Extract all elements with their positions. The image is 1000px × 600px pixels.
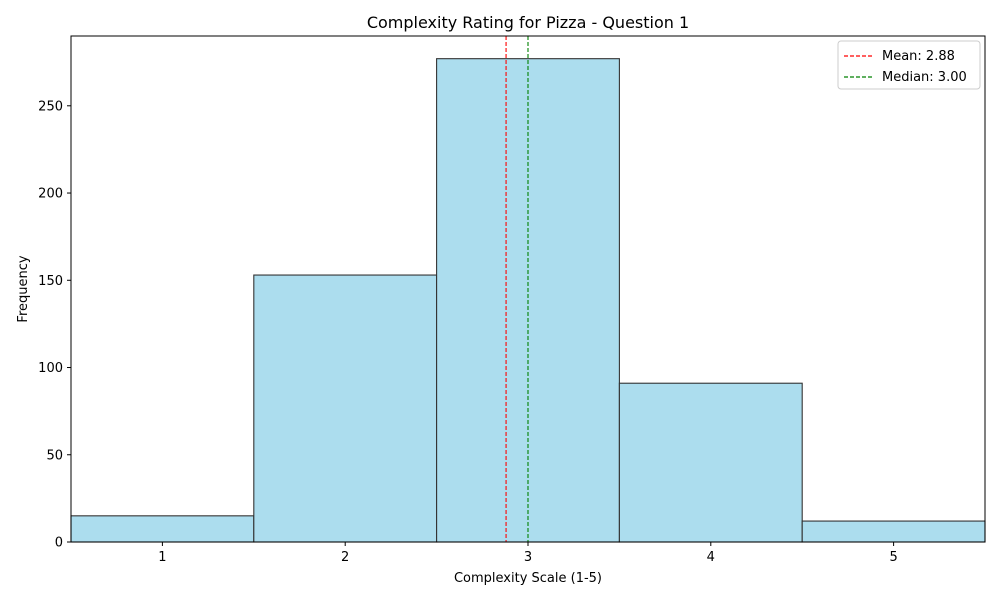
chart-title: Complexity Rating for Pizza - Question 1 xyxy=(367,13,689,32)
bar-4 xyxy=(618,382,803,543)
y-axis-label: Frequency xyxy=(16,255,31,322)
x-tick-label: 3 xyxy=(524,550,532,565)
reference-lines-layer xyxy=(505,36,529,542)
x-axis-ticks: 1 2 3 4 5 xyxy=(158,542,898,565)
bar-5 xyxy=(801,520,986,543)
x-tick-label: 1 xyxy=(158,550,166,565)
y-tick-label: 0 xyxy=(55,536,63,551)
y-tick-label: 250 xyxy=(38,99,63,114)
x-tick-label: 2 xyxy=(341,550,349,565)
y-tick-label: 50 xyxy=(46,448,63,463)
legend-mean-label: Mean: 2.88 xyxy=(882,49,955,64)
x-axis-label: Complexity Scale (1-5) xyxy=(454,571,602,586)
bar-2 xyxy=(253,274,438,543)
x-tick-label: 5 xyxy=(889,550,897,565)
y-tick-label: 100 xyxy=(38,361,63,376)
legend-box xyxy=(837,40,981,90)
bar-1 xyxy=(70,515,255,543)
legend-median-label: Median: 3.00 xyxy=(882,70,967,85)
legend: Mean: 2.88 Median: 3.00 xyxy=(837,40,981,90)
y-tick-label: 200 xyxy=(38,187,63,202)
y-axis-ticks: 0 50 100 150 200 250 xyxy=(38,99,71,551)
y-tick-label: 150 xyxy=(38,274,63,289)
x-tick-label: 4 xyxy=(707,550,715,565)
